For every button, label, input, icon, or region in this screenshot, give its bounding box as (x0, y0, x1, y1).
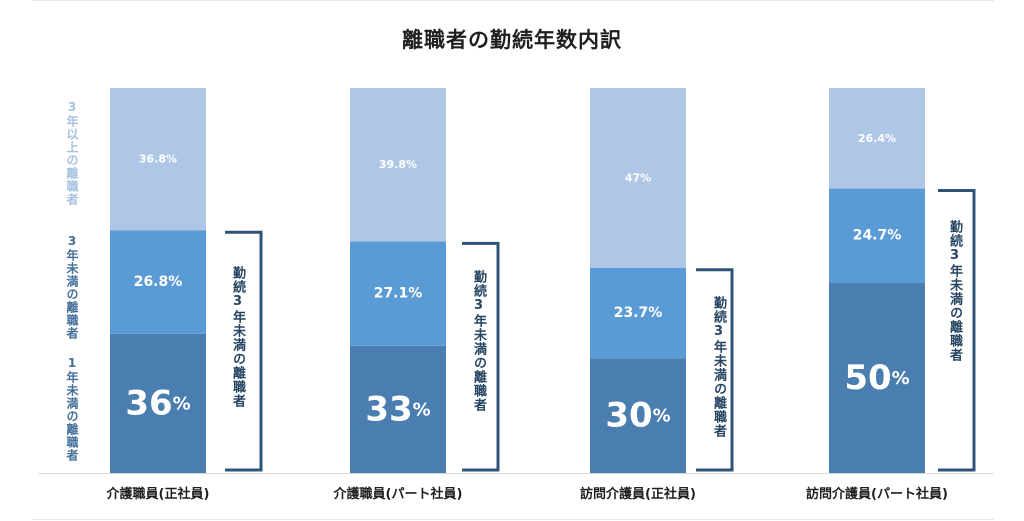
data-label-3-2: 26.4% (858, 132, 896, 145)
bar-segment-1-1 (350, 241, 446, 346)
data-label-0-0: 36% (125, 383, 190, 423)
category-label-2: 訪問介護員(正社員) (580, 486, 696, 502)
bar-segment-0-2 (110, 88, 206, 231)
category-label-0: 介護職員(正社員) (106, 486, 210, 502)
data-label-1-0: 33% (365, 389, 430, 429)
bar-segment-3-2 (829, 88, 925, 189)
legend-label-under3: 3年未満の離職者 (65, 234, 79, 340)
bar-segment-0-0 (110, 333, 206, 473)
bar-segment-2-1 (590, 267, 686, 359)
data-label-2-2: 47% (625, 171, 651, 184)
data-label-0-2: 36.8% (139, 153, 177, 166)
data-label-3-0: 50% (844, 358, 909, 398)
bar-segment-0-1 (110, 230, 206, 334)
data-label-1-1: 27.1% (374, 286, 423, 302)
bar-segment-1-2 (350, 88, 446, 242)
bottom-rule (32, 519, 994, 520)
legend-label-under1: 1年未満の離職者 (65, 356, 79, 462)
top-rule (32, 0, 994, 1)
data-label-2-1: 23.7% (614, 305, 663, 321)
bar-segment-3-0 (829, 282, 925, 473)
bracket-3 (938, 189, 976, 472)
data-label-1-2: 39.8% (379, 158, 417, 171)
note-label-2: 勤続3年未満の離職者 (711, 296, 726, 438)
chart-title: 離職者の勤続年数内訳 (402, 28, 622, 52)
category-label-3: 訪問介護員(パート社員) (806, 486, 948, 502)
data-label-0-1: 26.8% (134, 274, 183, 290)
category-label-1: 介護職員(パート社員) (333, 486, 463, 502)
note-label-3: 勤続3年未満の離職者 (947, 220, 962, 362)
note-label-1: 勤続3年未満の離職者 (471, 270, 486, 412)
bar-segment-1-0 (350, 345, 446, 473)
bar-segment-2-2 (590, 88, 686, 268)
bar-segment-3-1 (829, 188, 925, 283)
note-label-0: 勤続3年未満の離職者 (230, 266, 245, 408)
data-label-2-0: 30% (605, 396, 670, 436)
bracket-2 (696, 268, 734, 472)
legend-label-over3: 3年以上の離職者 (65, 100, 79, 206)
bracket-0 (225, 230, 263, 472)
data-label-3-1: 24.7% (853, 228, 902, 244)
bar-segment-2-0 (590, 358, 686, 473)
bracket-1 (462, 241, 500, 472)
